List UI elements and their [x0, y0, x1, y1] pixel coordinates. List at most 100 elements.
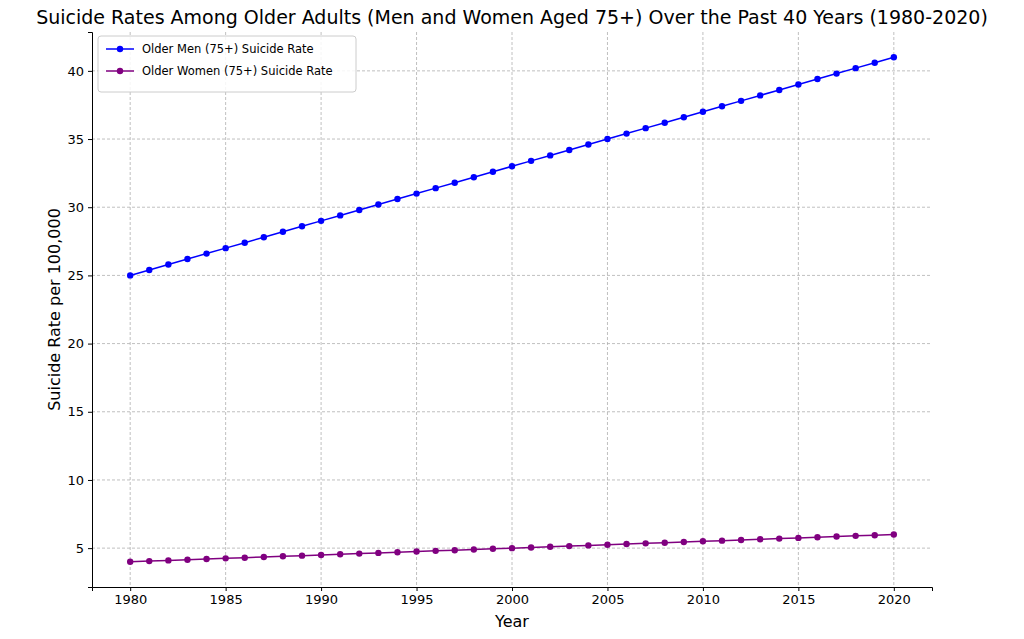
series-marker [337, 212, 343, 218]
x-grid-line [512, 32, 513, 587]
x-tick: 1990 [305, 587, 338, 607]
y-grid-line [92, 139, 932, 140]
series-marker [242, 554, 248, 560]
series-marker [375, 550, 381, 556]
series-marker [604, 136, 610, 142]
y-tick-label: 35 [67, 132, 84, 147]
series-marker [337, 551, 343, 557]
x-tick-label: 2020 [878, 592, 911, 607]
series-marker [394, 549, 400, 555]
series-marker [299, 223, 305, 229]
series-marker [165, 261, 171, 267]
series-marker [261, 234, 267, 240]
series-marker [242, 239, 248, 245]
y-tick-mark [88, 71, 92, 72]
series-marker [127, 559, 133, 565]
series-marker [814, 534, 820, 540]
y-tick: 15 [67, 404, 92, 419]
x-tick-mark [894, 587, 895, 591]
series-marker [585, 542, 591, 548]
series-marker [738, 98, 744, 104]
series-marker [356, 207, 362, 213]
title: Suicide Rates Among Older Adults (Men an… [36, 6, 988, 28]
y-axis: 5 10 15 20 25 30 35 40 [67, 33, 92, 588]
series-marker [394, 196, 400, 202]
series-marker [623, 130, 629, 136]
x-tick: 2020 [878, 587, 911, 607]
y-tick-label: 30 [67, 200, 84, 215]
x-tick: 1980 [114, 587, 147, 607]
y-tick-label: 10 [67, 473, 84, 488]
series-marker [356, 550, 362, 556]
x-tick-label: 2005 [591, 592, 624, 607]
series-marker [681, 539, 687, 545]
series-marker [872, 532, 878, 538]
series-marker [299, 552, 305, 558]
series-marker [757, 536, 763, 542]
x-tick-label: 1985 [210, 592, 243, 607]
x-tick: 2000 [496, 587, 529, 607]
x-tick-mark [512, 587, 513, 591]
series-marker [814, 76, 820, 82]
y-tick-mark [88, 412, 92, 413]
series-marker [490, 169, 496, 175]
y-tick-label: 40 [67, 64, 84, 79]
series-marker [662, 119, 668, 125]
y-axis-title: Suicide Rate per 100,000 [45, 208, 64, 411]
series-marker [318, 218, 324, 224]
x-grid-line [130, 32, 131, 587]
series-marker [184, 557, 190, 563]
series-marker [833, 533, 839, 539]
x-axis: 198019851990199520002005201020152020 [93, 587, 933, 607]
y-tick: 5 [76, 541, 92, 556]
series-marker [585, 141, 591, 147]
series-marker [700, 109, 706, 115]
series-marker [891, 54, 897, 60]
x-tick: 1985 [210, 587, 243, 607]
series-marker [681, 114, 687, 120]
y-tick: 40 [67, 64, 92, 79]
y-tick-mark [88, 207, 92, 208]
series-marker [432, 548, 438, 554]
grid [92, 32, 932, 587]
series-marker [509, 163, 515, 169]
series-marker [547, 152, 553, 158]
series-marker [891, 531, 897, 537]
legend-marker [117, 68, 123, 74]
x-tick-mark [130, 587, 131, 591]
x-grid-line [893, 32, 894, 587]
series-marker [413, 190, 419, 196]
series-marker [318, 552, 324, 558]
series-line [130, 535, 894, 562]
series-marker [203, 556, 209, 562]
y-tick-label: 20 [67, 336, 84, 351]
series-marker [261, 554, 267, 560]
series-marker [165, 557, 171, 563]
series-marker [795, 81, 801, 87]
x-tick: 2005 [591, 587, 624, 607]
x-tick-label: 1990 [305, 592, 338, 607]
y-grid-line [92, 411, 932, 412]
legend-marker [117, 46, 123, 52]
x-tick-mark [321, 587, 322, 591]
y-tick-label: 5 [76, 541, 84, 556]
series-marker [432, 185, 438, 191]
x-grid-line [607, 32, 608, 587]
series-marker [146, 267, 152, 273]
y-tick-label: 25 [67, 268, 84, 283]
y-tick: 20 [67, 336, 92, 351]
series-marker [852, 65, 858, 71]
y-grid-line [92, 275, 932, 276]
x-grid-line [225, 32, 226, 587]
series-marker [413, 548, 419, 554]
series-marker [662, 539, 668, 545]
plot: 1980198519901995200020052010201520205101… [67, 32, 932, 607]
x-axis-line [93, 588, 933, 592]
series-marker [184, 256, 190, 262]
series-marker [776, 535, 782, 541]
series-marker [757, 92, 763, 98]
series-marker [528, 158, 534, 164]
series-marker [547, 544, 553, 550]
x-grid-line [702, 32, 703, 587]
x-grid-line [321, 32, 322, 587]
